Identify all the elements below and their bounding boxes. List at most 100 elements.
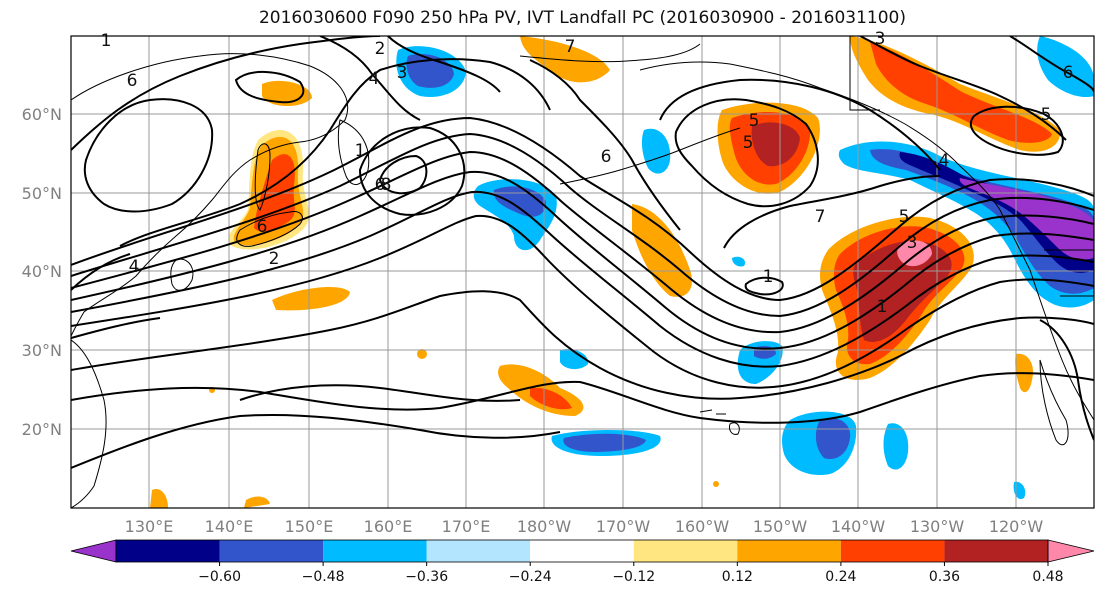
contour-label: 4 <box>129 257 140 277</box>
contour-label: 1 <box>763 267 774 287</box>
positive-anomaly-region <box>150 488 168 508</box>
pv-contour <box>83 98 214 213</box>
pv-contour <box>71 253 131 291</box>
colorbar-tick-label: 0.12 <box>722 569 753 585</box>
coastline-japan <box>236 211 303 247</box>
positive-anomaly-region <box>632 204 692 297</box>
colorbar-swatch <box>633 540 738 562</box>
pv-contour <box>1009 36 1094 93</box>
latitude-label: 40°N <box>22 262 62 281</box>
longitude-label: 180°W <box>517 517 572 536</box>
colorbar-tick-label: −0.48 <box>302 569 345 585</box>
negative-anomaly-region <box>959 178 1094 260</box>
colorbar-swatch <box>426 540 531 562</box>
latitude-label: 50°N <box>22 184 62 203</box>
positive-anomaly-region <box>417 349 427 359</box>
contour-label: 5 <box>1041 105 1052 125</box>
coastline-kamchatka <box>337 119 370 185</box>
pv-contour <box>659 78 941 171</box>
negative-anomaly-region <box>1013 481 1026 500</box>
longitude-label: 140°E <box>205 517 254 536</box>
pv-contour <box>71 214 1094 389</box>
contour-label: 7 <box>815 207 826 227</box>
contour-label: 1 <box>355 141 366 161</box>
latitude-label: 60°N <box>22 105 62 124</box>
pv-contour <box>71 132 1094 318</box>
contour-label: 3 <box>875 29 886 49</box>
pv-contour <box>119 58 551 247</box>
contour-label: 1 <box>877 297 888 317</box>
pv-contour <box>71 290 1094 400</box>
latitude-labels: 60°N 50°N 40°N 30°N 20°N <box>22 105 62 439</box>
contour-label: 5 <box>899 207 910 227</box>
longitude-label: 150°E <box>285 517 334 536</box>
colorbar-swatch <box>530 540 634 562</box>
negative-anomaly-region <box>560 348 589 370</box>
contour-label: 6 <box>601 147 612 167</box>
colorbar: −0.60 −0.48 −0.36 −0.24 −0.12 0.12 0.24 0.36 0.4… <box>70 539 1095 585</box>
contour-label: 8 <box>381 175 392 195</box>
negative-anomaly-region <box>899 152 1094 273</box>
contour-label: 3 <box>907 233 918 253</box>
shading-layer <box>150 36 1094 508</box>
positive-anomaly-region <box>713 481 719 487</box>
coastline-aleutians <box>559 127 741 185</box>
negative-anomaly-region <box>563 433 646 452</box>
pv-contour <box>358 126 466 216</box>
pv-contour <box>234 70 305 104</box>
pv-contour <box>319 36 421 121</box>
contour-label: 2 <box>375 39 386 59</box>
colorbar-swatch <box>323 540 427 562</box>
colorbar-swatch <box>737 540 841 562</box>
colorbar-tick-label: 0.36 <box>929 569 960 585</box>
negative-anomaly-region <box>493 186 546 217</box>
pv-contour <box>529 59 681 231</box>
coastline-china <box>71 339 107 508</box>
longitude-label: 160°E <box>364 517 413 536</box>
pv-contour <box>674 98 819 208</box>
positive-anomaly-region <box>272 286 350 311</box>
colorbar-tick-label: −0.24 <box>509 569 552 585</box>
positive-anomaly-region <box>520 36 610 83</box>
colorbar-tick-label: −0.60 <box>198 569 241 585</box>
graticule <box>71 36 1094 508</box>
colorbar-extend-max <box>1047 539 1095 563</box>
positive-anomaly-region <box>751 122 800 167</box>
pv-contour <box>1039 319 1094 441</box>
longitude-label: 160°W <box>675 517 730 536</box>
pv-contour <box>71 116 1094 302</box>
contour-label: 7 <box>565 37 576 57</box>
positive-anomaly-region <box>530 387 572 410</box>
pv-contour <box>378 154 428 195</box>
longitude-label: 170°E <box>442 517 491 536</box>
longitude-label: 120°W <box>989 517 1044 536</box>
positive-anomaly-region <box>262 80 312 107</box>
negative-anomaly-region <box>870 149 1094 294</box>
contour-label: 6 <box>127 71 138 91</box>
contour-label: 5 <box>743 133 754 153</box>
pv-contour <box>71 413 561 469</box>
negative-anomaly-region <box>732 256 746 267</box>
coastline-hawaii <box>699 409 740 435</box>
colorbar-tick-label: 0.48 <box>1032 569 1063 585</box>
colorbar-tick-label: −0.12 <box>612 569 655 585</box>
pv-contour <box>71 317 161 339</box>
pv-contour <box>71 190 1094 368</box>
negative-anomaly-region <box>641 128 671 174</box>
positive-anomaly-region <box>897 240 932 267</box>
contour-label: 2 <box>269 249 280 269</box>
pv-contour <box>71 150 1094 334</box>
pv-contour <box>71 372 1094 424</box>
latitude-label: 30°N <box>22 341 62 360</box>
coastline-asia <box>71 53 349 337</box>
pv-contour <box>969 105 1064 156</box>
contour-label: 4 <box>369 69 380 89</box>
contour-label: 3 <box>397 63 408 83</box>
pv-contour <box>71 36 381 151</box>
colorbar-outline <box>115 539 1049 563</box>
negative-anomaly-region <box>1037 36 1094 98</box>
colorbar-tick-label: −0.36 <box>405 569 448 585</box>
contour-label: 5 <box>749 111 760 131</box>
contour-label: 6 <box>257 217 268 237</box>
